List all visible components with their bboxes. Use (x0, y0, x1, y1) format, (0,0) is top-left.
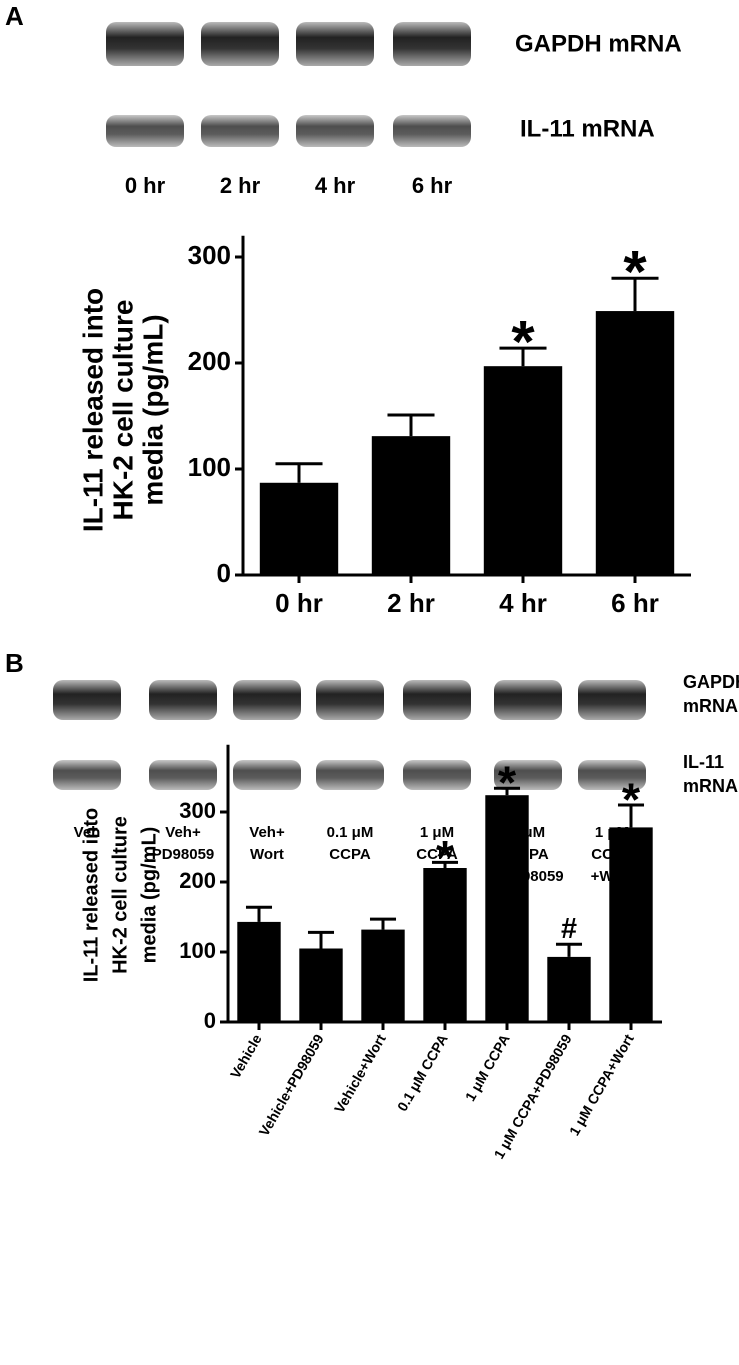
gel-band (106, 22, 184, 66)
bar (483, 366, 563, 575)
x-tick-label: Vehicle+PD98059 (256, 1031, 327, 1139)
significance-marker: # (561, 913, 577, 945)
gel-band (494, 760, 562, 790)
y-axis-label: media (pg/mL) (138, 827, 160, 964)
bar (259, 482, 339, 575)
lane-label: 0 hr (125, 173, 166, 198)
gel-band (233, 760, 301, 790)
bar (485, 795, 529, 1022)
x-tick-label: 2 hr (387, 588, 435, 618)
significance-marker: * (622, 773, 641, 825)
y-axis-label: HK-2 cell culture (107, 300, 138, 521)
significance-marker: * (498, 757, 517, 809)
y-tick-label: 300 (188, 240, 231, 270)
panel-label: A (5, 1, 24, 31)
gel-band (296, 22, 374, 66)
gel-band (233, 680, 301, 720)
gel-band (393, 115, 471, 147)
gel-band (494, 680, 562, 720)
y-tick-label: 0 (204, 1008, 216, 1033)
lane-label: 4 hr (315, 173, 356, 198)
bar (361, 929, 405, 1022)
y-tick-label: 100 (188, 452, 231, 482)
lane-label: Veh+ (165, 824, 201, 841)
gel-band (296, 115, 374, 147)
lane-label: 0.1 μM (327, 824, 374, 841)
gel-row-label: mRNA (683, 696, 738, 716)
gel-band (53, 760, 121, 790)
gel-band (53, 680, 121, 720)
gel-band (316, 760, 384, 790)
gel-band (403, 680, 471, 720)
x-tick-label: 0 hr (275, 588, 323, 618)
y-axis-label: IL-11 released into (77, 288, 108, 532)
y-tick-label: 0 (217, 558, 231, 588)
bar (237, 921, 281, 1022)
gel-band (403, 760, 471, 790)
gel-band (578, 760, 646, 790)
y-tick-label: 200 (179, 868, 216, 893)
y-axis-label: HK-2 cell culture (109, 816, 131, 974)
y-tick-label: 300 (179, 798, 216, 823)
lane-label: CCPA (416, 846, 458, 863)
lane-label: CCPA (329, 846, 371, 863)
y-axis-label: IL-11 released into (80, 808, 102, 983)
lane-label: 2 hr (220, 173, 261, 198)
gel-band (149, 680, 217, 720)
y-tick-label: 200 (188, 346, 231, 376)
gel-band (149, 760, 217, 790)
lane-label: Wort (250, 846, 284, 863)
bar (423, 868, 467, 1022)
gel-band (201, 115, 279, 147)
x-tick-label: Vehicle+Wort (331, 1031, 389, 1116)
x-tick-label: Vehicle (227, 1031, 265, 1081)
lane-label: PD98059 (152, 846, 215, 863)
lane-label: Veh (74, 824, 101, 841)
bar (371, 436, 451, 575)
lane-label: 1 μM (420, 824, 454, 841)
gel-row-label: GAPDH (683, 672, 739, 692)
gel-row-label: GAPDH mRNA (515, 30, 682, 57)
x-tick-label: 0.1 μM CCPA (394, 1031, 451, 1114)
x-tick-label: 6 hr (611, 588, 659, 618)
significance-marker: * (623, 238, 647, 305)
gel-row-label: mRNA (683, 776, 738, 796)
y-tick-label: 100 (179, 938, 216, 963)
y-axis-label: media (pg/mL) (137, 314, 168, 505)
bar (595, 311, 675, 575)
bar (299, 948, 343, 1022)
significance-marker: * (511, 308, 535, 375)
gel-row-label: IL-11 (683, 752, 724, 772)
gel-row-label: IL-11 mRNA (520, 115, 655, 142)
gel-band (578, 680, 646, 720)
significance-marker: * (436, 831, 455, 883)
x-tick-label: 1 μM CCPA+Wort (566, 1031, 637, 1138)
gel-band (393, 22, 471, 66)
lane-label: Veh+ (249, 824, 285, 841)
panel-label: B (5, 648, 24, 678)
lane-label: 6 hr (412, 173, 453, 198)
bar (547, 956, 591, 1022)
bar (609, 827, 653, 1022)
x-tick-label: 4 hr (499, 588, 547, 618)
x-tick-label: 1 μM CCPA (462, 1031, 513, 1103)
gel-band (201, 22, 279, 66)
gel-band (316, 680, 384, 720)
gel-band (106, 115, 184, 147)
